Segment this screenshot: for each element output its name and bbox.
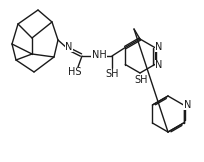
Text: SH: SH: [105, 69, 119, 79]
Text: N: N: [155, 41, 162, 52]
Text: HS: HS: [68, 67, 82, 77]
Text: NH: NH: [92, 50, 106, 60]
Text: N: N: [65, 42, 73, 52]
Text: N: N: [184, 100, 191, 110]
Text: N: N: [155, 60, 162, 70]
Text: SH: SH: [134, 75, 148, 85]
